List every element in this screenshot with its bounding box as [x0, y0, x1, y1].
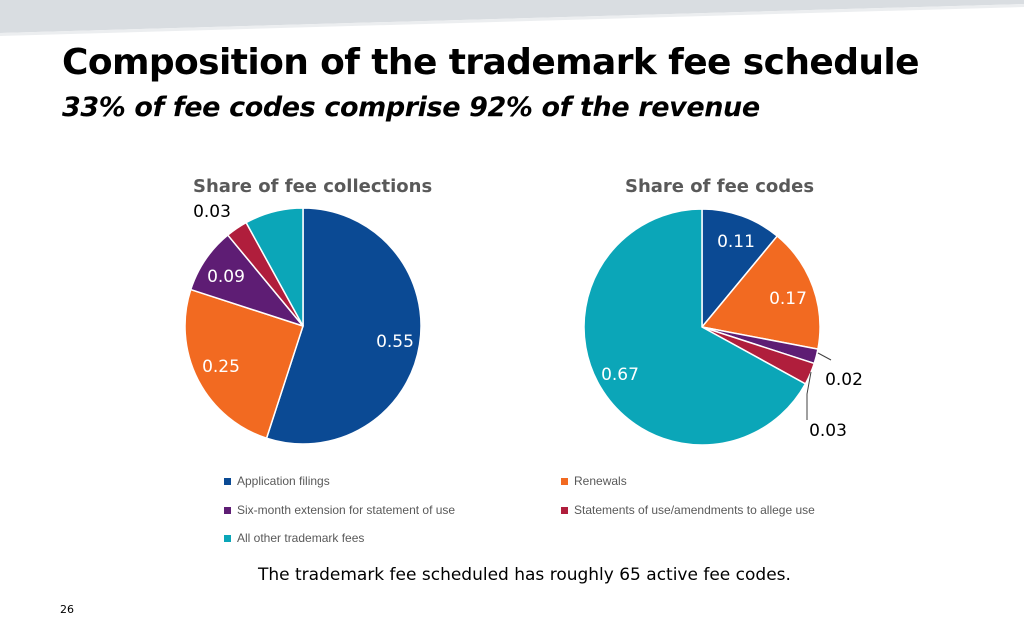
page-number: 26 — [60, 603, 74, 616]
legend-swatch — [561, 477, 568, 485]
chart-title-fee-codes: Share of fee codes — [625, 176, 815, 197]
legend-item-application-filings: Application filings — [224, 474, 330, 488]
slide-title: Composition of the trademark fee schedul… — [62, 42, 920, 83]
legend-label: Renewals — [574, 474, 627, 488]
leader-line — [817, 352, 832, 361]
pie-slice-renewals — [701, 235, 821, 350]
header-band — [0, 0, 1024, 36]
legend-label: Six-month extension for statement of use — [237, 503, 456, 517]
data-label: 0.03 — [193, 202, 231, 222]
data-label: 0.55 — [376, 332, 414, 352]
legend-label: Statements of use/amendments to allege u… — [574, 503, 815, 517]
slide-subtitle: 33% of fee codes comprise 92% of the rev… — [62, 92, 760, 123]
data-label: 0.17 — [769, 289, 807, 309]
data-label: 0.03 — [809, 421, 847, 441]
legend-swatch — [224, 506, 231, 514]
leader-line — [806, 371, 812, 420]
data-label: 0.09 — [207, 267, 245, 287]
legend-item-statements-of-use: Statements of use/amendments to allege u… — [561, 503, 815, 517]
legend-swatch — [224, 477, 231, 485]
data-label: 0.25 — [202, 357, 240, 377]
pie-slice-renewals — [184, 288, 304, 439]
pie-chart-fee-collections: 0.55 0.25 0.09 0.03 — [184, 202, 422, 445]
pie-slice-application-filings — [701, 208, 778, 328]
pie-chart-fee-codes: 0.11 0.17 0.02 0.03 0.67 — [583, 208, 863, 446]
pie-slice-application-filings — [265, 207, 422, 445]
legend-item-all-other-fees: All other trademark fees — [224, 531, 364, 545]
legend-item-renewals: Renewals — [561, 474, 627, 488]
legend-swatch — [224, 534, 231, 542]
data-label: 0.67 — [601, 365, 639, 385]
pie-slice-all-other-trademark-fees — [583, 208, 807, 446]
legend-item-six-month-extension: Six-month extension for statement of use — [224, 503, 455, 517]
chart-title-fee-collections: Share of fee collections — [193, 176, 433, 197]
data-label: 0.11 — [717, 232, 755, 252]
legend-label: Application filings — [237, 474, 330, 488]
footnote: The trademark fee scheduled has roughly … — [258, 565, 791, 585]
pie-slice-all-other-trademark-fees — [245, 207, 304, 327]
legend-swatch — [561, 506, 568, 514]
data-label: 0.02 — [825, 370, 863, 390]
legend-label: All other trademark fees — [237, 531, 365, 545]
